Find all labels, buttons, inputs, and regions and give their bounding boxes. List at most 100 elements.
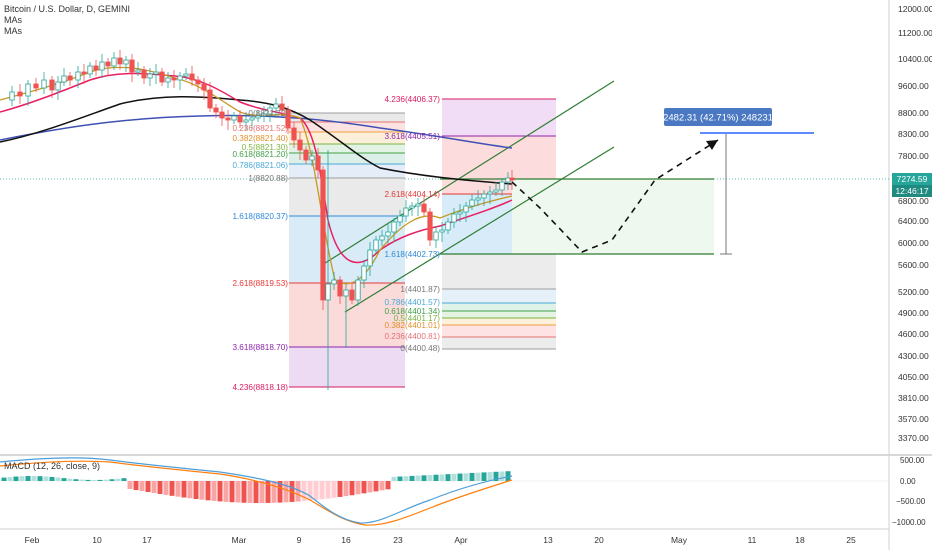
candle-body — [421, 203, 427, 213]
fib-extension-left[interactable] — [289, 112, 405, 388]
macd-bar — [151, 481, 157, 494]
macd-bar — [85, 479, 91, 481]
symbol-title[interactable]: Bitcoin / U.S. Dollar, D, GEMINI — [4, 4, 131, 14]
ascending-channel[interactable] — [321, 80, 714, 313]
time-tick: 10 — [92, 535, 102, 545]
projection-arrowhead — [706, 140, 718, 150]
macd-bar — [331, 481, 337, 498]
candle-body — [325, 283, 331, 301]
macd-bar — [469, 472, 475, 481]
chart-legend[interactable]: Bitcoin / U.S. Dollar, D, GEMINI MAs MAs — [4, 4, 130, 37]
macd-bar — [187, 481, 193, 499]
candle-body — [231, 115, 237, 121]
candle-body — [273, 103, 279, 109]
candle-body — [25, 83, 31, 97]
price-tick: 4300.00 — [898, 351, 929, 361]
candle-body — [361, 265, 367, 281]
candle-body — [331, 279, 337, 285]
candle-body — [475, 197, 481, 201]
price-tick: 4050.00 — [898, 372, 929, 382]
price-tick: 12000.00 — [898, 4, 932, 14]
current-price: 7274.59 — [897, 174, 928, 184]
macd-bar — [343, 481, 349, 497]
macd-bar — [409, 475, 415, 481]
macd-bar — [253, 481, 259, 503]
candle-body — [225, 117, 231, 121]
candle-body — [177, 75, 183, 81]
macd-bar — [25, 476, 31, 481]
macd-bar — [241, 481, 247, 503]
indicator-ma-2[interactable]: MAs — [4, 26, 22, 36]
macd-bar — [301, 481, 307, 502]
macd-bar — [73, 479, 79, 481]
candle-body — [9, 91, 15, 101]
price-axis[interactable]: 12000.00 11200.00 10400.00 9600.00 8800.00 83… — [898, 4, 932, 443]
candle-body — [451, 213, 457, 223]
macd-bar — [481, 472, 487, 481]
price-tick: 6800.00 — [898, 196, 929, 206]
projection-zone — [512, 179, 714, 254]
macd-bar — [391, 476, 397, 481]
ma-100-line — [0, 96, 513, 185]
candle-body — [297, 139, 303, 151]
candle-body — [49, 79, 55, 91]
price-range-measure[interactable]: 2482.31 (42.71%) 248231 — [663, 108, 814, 255]
fib-left-level-0: 0(8821.72) — [248, 109, 288, 118]
candle-body — [129, 59, 135, 73]
price-tick: 9600.00 — [898, 81, 929, 91]
macd-bar — [445, 474, 451, 481]
fib-left-level: 0.786(8821.06) — [232, 161, 288, 170]
macd-bar — [499, 471, 505, 481]
candle-body — [33, 83, 39, 89]
fib-left-level: 0.382(8821.40) — [232, 134, 288, 143]
candle-body — [445, 221, 451, 231]
macd-bar — [169, 481, 175, 496]
macd-bar — [61, 478, 67, 481]
macd-legend[interactable]: MACD (12, 26, close, 9) — [4, 461, 101, 471]
time-axis[interactable]: Feb 10 17 Mar 9 16 23 Apr 13 20 May 11 18 25 — [25, 535, 856, 545]
fib-left-level: 1(8820.88) — [248, 174, 288, 183]
candle-body — [201, 83, 207, 91]
price-tick: 6000.00 — [898, 238, 929, 248]
candle-body — [343, 289, 349, 297]
measure-label: 2482.31 (42.71%) 248231 — [663, 113, 773, 124]
fib-left-level: 1.618(8820.37) — [232, 212, 288, 221]
fib-right-level: 0.786(4401.57) — [384, 298, 440, 307]
candle-body — [403, 207, 409, 217]
candle-body — [373, 239, 379, 251]
macd-signal-line — [0, 460, 513, 526]
macd-line — [0, 457, 513, 524]
fib-left-labels: 0(8821.72) 0.236(8821.52) 0.382(8821.40)… — [232, 109, 288, 392]
current-price-badge[interactable]: 7274.59 12:46:17 — [892, 173, 932, 197]
candlesticks[interactable] — [9, 50, 515, 390]
candle-body — [17, 91, 23, 97]
indicator-ma-1[interactable]: MAs — [4, 15, 22, 25]
macd-bar — [415, 475, 421, 481]
candle-body — [87, 65, 93, 75]
macd-bar — [145, 481, 151, 493]
macd-bar — [19, 476, 25, 481]
macd-bar — [37, 476, 43, 481]
macd-bar — [313, 481, 319, 500]
candle-body — [183, 73, 189, 77]
candle-body — [385, 231, 391, 237]
macd-pane[interactable]: 500.00 0.00 −500.00 −1000.00 — [0, 456, 926, 527]
time-tick: 25 — [846, 535, 856, 545]
price-tick: 3370.00 — [898, 433, 929, 443]
macd-bar — [505, 471, 511, 481]
fib-extension-right[interactable] — [442, 98, 556, 350]
candle-body — [111, 57, 117, 67]
macd-bar — [31, 476, 37, 481]
candle-body — [93, 65, 99, 71]
macd-bar — [451, 473, 457, 481]
time-tick: 11 — [748, 535, 757, 545]
candle-body — [81, 71, 87, 75]
candle-body — [99, 61, 105, 71]
macd-tick: 500.00 — [900, 456, 925, 465]
macd-bar — [175, 481, 181, 497]
candle-body — [165, 77, 171, 83]
candle-body — [123, 59, 129, 65]
time-tick: 18 — [795, 535, 805, 545]
macd-bar — [181, 481, 187, 498]
